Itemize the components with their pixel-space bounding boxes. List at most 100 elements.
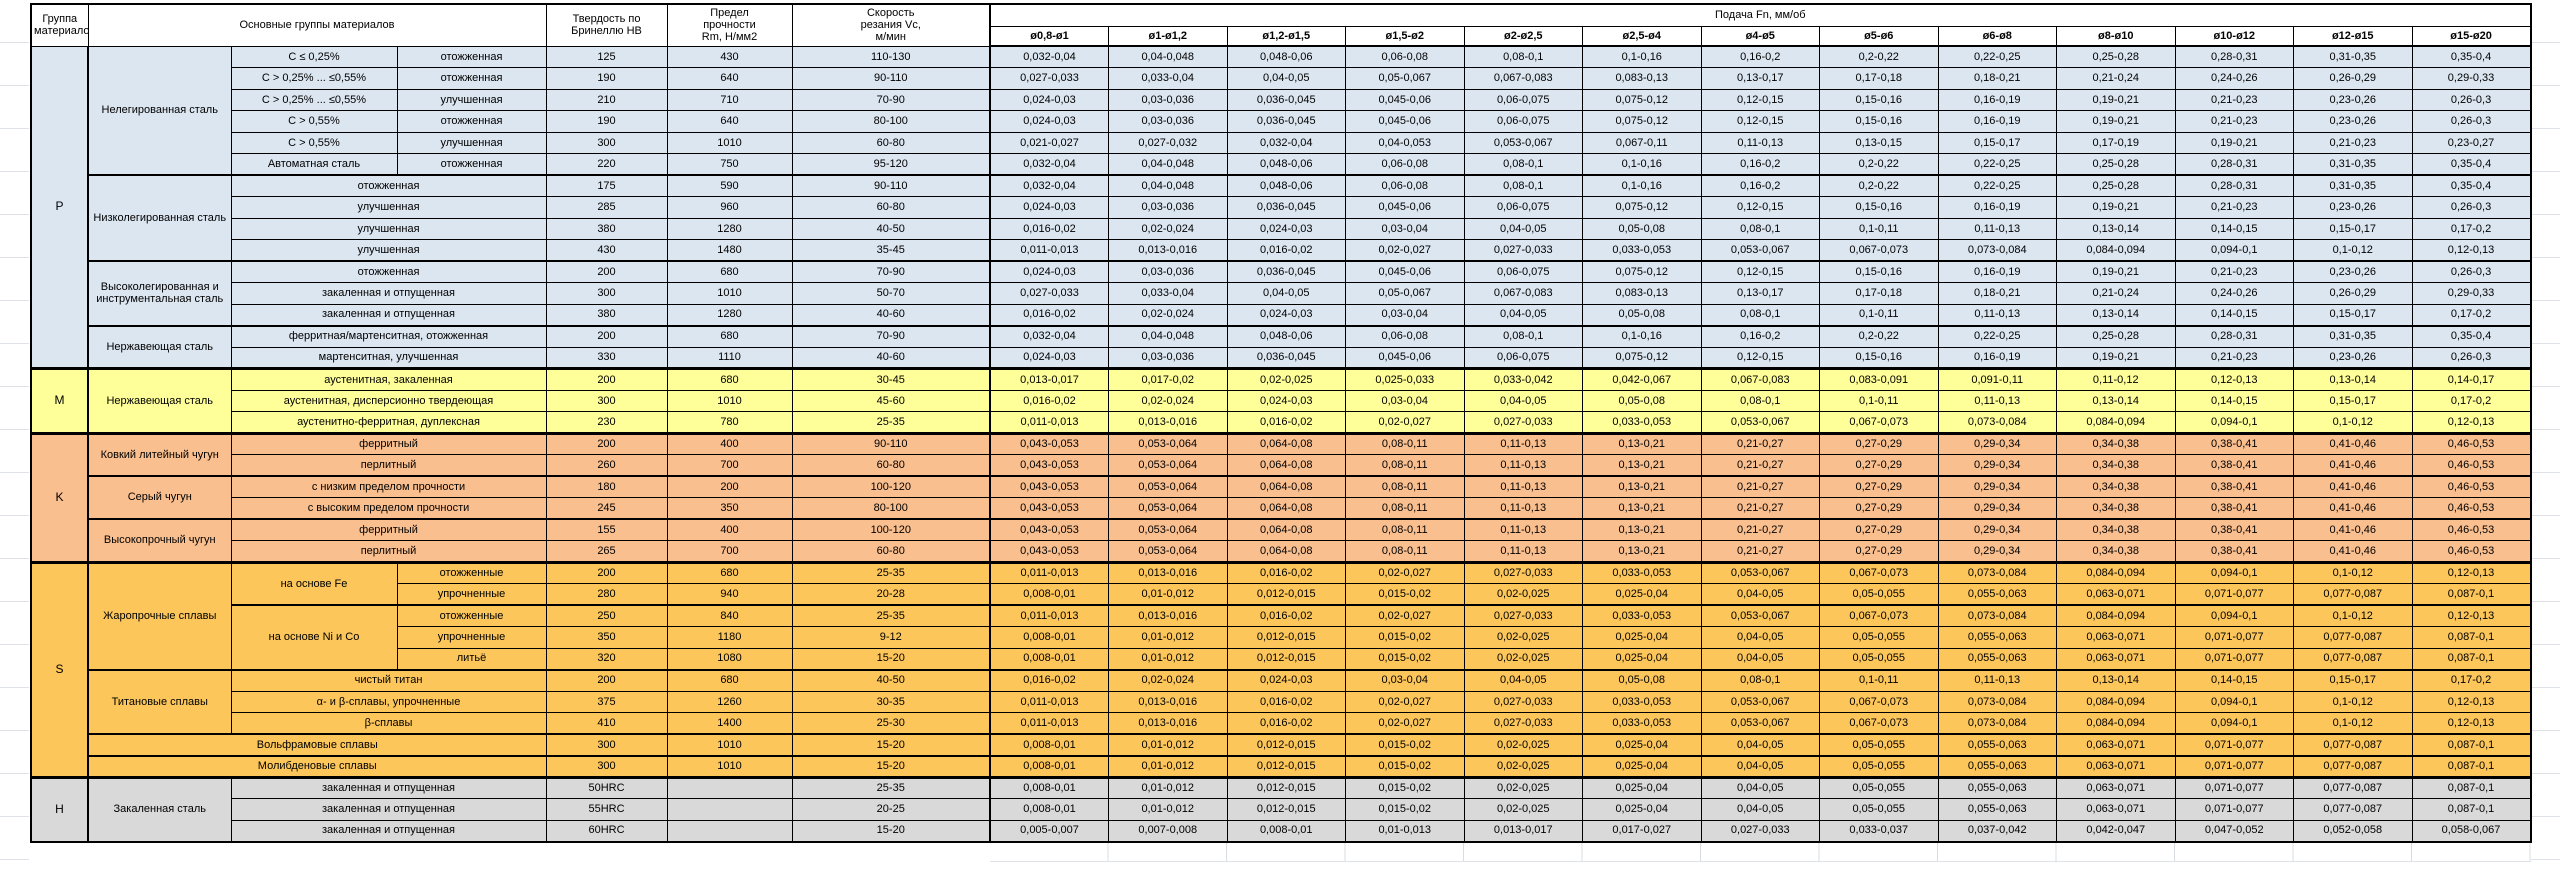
- cell-feed[interactable]: 0,032-0,04: [989, 324, 1109, 348]
- cell-speed[interactable]: 60-80: [791, 196, 991, 219]
- cell-speed[interactable]: 60-80: [791, 454, 991, 477]
- cell-feed[interactable]: 0,01-0,013: [1345, 819, 1465, 842]
- cell-speed[interactable]: 9-12: [791, 626, 991, 649]
- cell-feed[interactable]: 0,23-0,26: [2293, 260, 2413, 283]
- cell-feed[interactable]: 0,027-0,033: [1700, 819, 1820, 842]
- cell-strength[interactable]: 1010: [666, 282, 793, 305]
- cell-feed[interactable]: 0,1-0,12: [2293, 411, 2413, 434]
- cell-state[interactable]: отожженные: [396, 560, 547, 584]
- cell-feed[interactable]: 0,38-0,41: [2174, 497, 2294, 520]
- cell-material[interactable]: Ковкий литейный чугун: [87, 431, 232, 477]
- header-feed-col[interactable]: ø8-ø10: [2056, 25, 2176, 47]
- cell-feed[interactable]: 0,04-0,05: [1700, 583, 1820, 606]
- cell-feed[interactable]: 0,03-0,036: [1108, 88, 1228, 111]
- cell-feed[interactable]: 0,094-0,1: [2174, 690, 2294, 713]
- cell-feed[interactable]: 0,042-0,067: [1582, 367, 1702, 391]
- header-feed-col[interactable]: ø1,5-ø2: [1345, 25, 1465, 47]
- cell-speed[interactable]: 40-50: [791, 668, 991, 692]
- cell-feed[interactable]: 0,067-0,073: [1819, 239, 1939, 262]
- cell-feed[interactable]: 0,083-0,091: [1819, 367, 1939, 391]
- cell-feed[interactable]: 0,38-0,41: [2174, 454, 2294, 477]
- header-feed-col[interactable]: ø4-ø5: [1700, 25, 1820, 47]
- cell-material[interactable]: Низколегированная сталь: [87, 174, 232, 262]
- cell-feed[interactable]: 0,067-0,073: [1819, 560, 1939, 584]
- cell-hardness[interactable]: 155: [545, 518, 668, 541]
- cell-feed[interactable]: 0,29-0,34: [1937, 518, 2057, 541]
- cell-hardness[interactable]: 375: [545, 690, 668, 713]
- cell-feed[interactable]: 0,15-0,16: [1819, 88, 1939, 111]
- cell-feed[interactable]: 0,13-0,21: [1582, 518, 1702, 541]
- cell-speed[interactable]: 25-35: [791, 560, 991, 584]
- cell-feed[interactable]: 0,11-0,13: [1937, 668, 2057, 692]
- cell-speed[interactable]: 100-120: [791, 475, 991, 498]
- cell-feed[interactable]: 0,043-0,053: [989, 475, 1109, 498]
- cell-strength[interactable]: 1010: [666, 733, 793, 756]
- cell-feed[interactable]: 0,016-0,02: [1226, 560, 1346, 584]
- cell-strength[interactable]: 1260: [666, 690, 793, 713]
- cell-state[interactable]: закаленная и отпущенная: [230, 282, 547, 305]
- cell-feed[interactable]: 0,055-0,063: [1937, 798, 2057, 821]
- cell-state[interactable]: мартенситная, улучшенная: [230, 346, 547, 369]
- cell-feed[interactable]: 0,34-0,38: [2056, 431, 2176, 455]
- cell-feed[interactable]: 0,015-0,02: [1345, 647, 1465, 670]
- cell-feed[interactable]: 0,06-0,075: [1463, 260, 1583, 283]
- cell-feed[interactable]: 0,013-0,016: [1108, 604, 1228, 627]
- cell-feed[interactable]: 0,1-0,12: [2293, 604, 2413, 627]
- cell-hardness[interactable]: 190: [545, 67, 668, 90]
- cell-strength[interactable]: [666, 775, 793, 799]
- cell-feed[interactable]: 0,02-0,025: [1463, 798, 1583, 821]
- cell-feed[interactable]: 0,02-0,027: [1345, 560, 1465, 584]
- cell-feed[interactable]: 0,008-0,01: [989, 798, 1109, 821]
- cell-strength[interactable]: 400: [666, 518, 793, 541]
- cell-feed[interactable]: 0,35-0,4: [2411, 45, 2532, 68]
- cell-strength[interactable]: 960: [666, 196, 793, 219]
- cell-feed[interactable]: 0,016-0,02: [989, 668, 1109, 692]
- cell-feed[interactable]: 0,08-0,1: [1463, 153, 1583, 176]
- cell-feed[interactable]: 0,053-0,064: [1108, 431, 1228, 455]
- cell-feed[interactable]: 0,05-0,055: [1819, 626, 1939, 649]
- cell-feed[interactable]: 0,21-0,23: [2293, 131, 2413, 154]
- cell-feed[interactable]: 0,24-0,26: [2174, 67, 2294, 90]
- cell-hardness[interactable]: 300: [545, 389, 668, 412]
- cell-group-letter[interactable]: S: [30, 560, 89, 778]
- header-group-col[interactable]: Группа материалов: [30, 3, 89, 47]
- cell-feed[interactable]: 0,28-0,31: [2174, 153, 2294, 176]
- cell-feed[interactable]: 0,048-0,06: [1226, 45, 1346, 68]
- cell-strength[interactable]: 1080: [666, 647, 793, 670]
- cell-feed[interactable]: 0,033-0,053: [1582, 712, 1702, 735]
- cell-material[interactable]: Закаленная сталь: [87, 775, 232, 842]
- cell-feed[interactable]: 0,21-0,27: [1700, 540, 1820, 563]
- cell-material[interactable]: Вольфрамовые сплавы: [87, 733, 547, 756]
- cell-feed[interactable]: 0,23-0,26: [2293, 196, 2413, 219]
- cell-feed[interactable]: 0,016-0,02: [1226, 712, 1346, 735]
- cell-feed[interactable]: 0,064-0,08: [1226, 475, 1346, 498]
- cell-strength[interactable]: 640: [666, 67, 793, 90]
- cell-hardness[interactable]: 60HRC: [545, 819, 668, 842]
- cell-feed[interactable]: 0,18-0,21: [1937, 282, 2057, 305]
- cell-feed[interactable]: 0,013-0,016: [1108, 560, 1228, 584]
- cell-feed[interactable]: 0,024-0,03: [989, 346, 1109, 369]
- cell-feed[interactable]: 0,073-0,084: [1937, 560, 2057, 584]
- cell-feed[interactable]: 0,063-0,071: [2056, 775, 2176, 799]
- cell-feed[interactable]: 0,34-0,38: [2056, 454, 2176, 477]
- cell-feed[interactable]: 0,12-0,15: [1700, 88, 1820, 111]
- cell-feed[interactable]: 0,15-0,17: [2293, 389, 2413, 412]
- cell-feed[interactable]: 0,12-0,13: [2411, 560, 2532, 584]
- cell-feed[interactable]: 0,01-0,012: [1108, 647, 1228, 670]
- cell-feed[interactable]: 0,34-0,38: [2056, 518, 2176, 541]
- cell-feed[interactable]: 0,067-0,073: [1819, 690, 1939, 713]
- cell-feed[interactable]: 0,21-0,23: [2174, 88, 2294, 111]
- cell-feed[interactable]: 0,31-0,35: [2293, 153, 2413, 176]
- cell-feed[interactable]: 0,46-0,53: [2411, 454, 2532, 477]
- cell-feed[interactable]: 0,053-0,064: [1108, 497, 1228, 520]
- cell-feed[interactable]: 0,1-0,11: [1819, 303, 1939, 326]
- cell-feed[interactable]: 0,016-0,02: [1226, 239, 1346, 262]
- cell-feed[interactable]: 0,064-0,08: [1226, 497, 1346, 520]
- cell-feed[interactable]: 0,027-0,033: [989, 67, 1109, 90]
- cell-feed[interactable]: 0,22-0,25: [1937, 174, 2057, 197]
- cell-subtype[interactable]: C ≤ 0,25%: [230, 45, 398, 68]
- cell-feed[interactable]: 0,032-0,04: [989, 153, 1109, 176]
- cell-feed[interactable]: 0,063-0,071: [2056, 583, 2176, 606]
- cell-feed[interactable]: 0,055-0,063: [1937, 754, 2057, 778]
- cell-speed[interactable]: 70-90: [791, 260, 991, 283]
